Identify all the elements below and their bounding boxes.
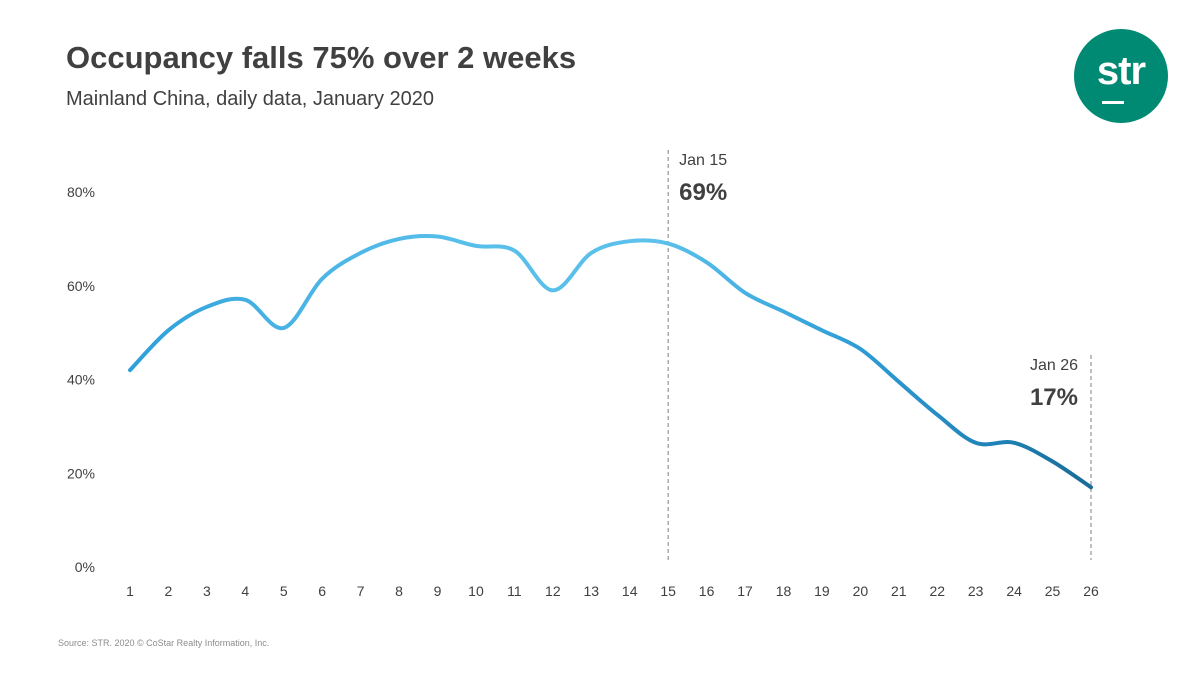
data-point xyxy=(820,328,824,332)
y-tick-label: 60% xyxy=(67,278,95,294)
annotations: Jan 15 69% Jan 26 17% xyxy=(667,150,1092,560)
x-tick-label: 12 xyxy=(545,583,561,599)
data-point xyxy=(359,251,363,255)
data-point xyxy=(397,237,401,241)
logo-text: str xyxy=(1096,49,1146,93)
x-tick-label: 20 xyxy=(853,583,869,599)
data-point xyxy=(551,288,555,292)
y-tick-label: 40% xyxy=(67,372,95,388)
data-point xyxy=(320,277,324,281)
annotation-date-label: Jan 26 xyxy=(1030,357,1078,374)
x-tick-label: 13 xyxy=(583,583,599,599)
x-tick-label: 5 xyxy=(280,583,288,599)
data-point xyxy=(743,291,747,295)
annotation-value-label: 17% xyxy=(1030,384,1078,411)
annotation-value-label: 69% xyxy=(679,179,727,206)
y-tick-label: 80% xyxy=(67,184,95,200)
data-point xyxy=(243,298,247,302)
x-tick-label: 18 xyxy=(776,583,792,599)
x-tick-label: 15 xyxy=(660,583,676,599)
source-note: Source: STR. 2020 © CoStar Realty Inform… xyxy=(58,638,270,648)
data-point xyxy=(628,239,632,243)
x-tick-label: 1 xyxy=(126,583,134,599)
data-point xyxy=(1051,460,1055,464)
data-point xyxy=(436,235,440,239)
x-tick-label: 16 xyxy=(699,583,715,599)
x-tick-label: 26 xyxy=(1083,583,1099,599)
data-point xyxy=(282,326,286,330)
logo-underline xyxy=(1102,101,1124,104)
x-tick-label: 9 xyxy=(434,583,442,599)
data-point xyxy=(512,249,516,253)
data-point xyxy=(166,328,170,332)
data-point xyxy=(128,368,132,372)
annotation-date-label: Jan 15 xyxy=(679,152,727,169)
x-tick-label: 21 xyxy=(891,583,907,599)
x-tick-label: 10 xyxy=(468,583,484,599)
data-point xyxy=(705,260,709,264)
data-point xyxy=(858,347,862,351)
y-tick-label: 20% xyxy=(67,465,95,481)
data-point xyxy=(474,244,478,248)
x-tick-label: 8 xyxy=(395,583,403,599)
data-point xyxy=(666,242,670,246)
chart-title: Occupancy falls 75% over 2 weeks xyxy=(66,40,577,75)
y-tick-label: 0% xyxy=(75,559,95,575)
data-point xyxy=(897,380,901,384)
x-tick-label: 2 xyxy=(165,583,173,599)
x-tick-label: 22 xyxy=(929,583,945,599)
x-tick-label: 6 xyxy=(318,583,326,599)
data-point xyxy=(1089,485,1093,489)
x-tick-label: 4 xyxy=(241,583,249,599)
x-tick-label: 24 xyxy=(1006,583,1022,599)
x-tick-label: 3 xyxy=(203,583,211,599)
str-logo: str xyxy=(1074,29,1168,123)
data-point xyxy=(205,305,209,309)
x-tick-label: 19 xyxy=(814,583,830,599)
data-point xyxy=(589,251,593,255)
data-point xyxy=(935,413,939,417)
data-points xyxy=(128,235,1093,490)
x-tick-label: 11 xyxy=(507,583,522,599)
data-point xyxy=(974,441,978,445)
data-point xyxy=(1012,441,1016,445)
occupancy-series-line xyxy=(128,234,1093,490)
x-tick-label: 23 xyxy=(968,583,984,599)
data-point xyxy=(781,310,785,314)
x-tick-label: 25 xyxy=(1045,583,1061,599)
y-axis: 0% 20% 40% 60% 80% xyxy=(67,184,95,575)
x-tick-label: 7 xyxy=(357,583,365,599)
x-axis: 1 2 3 4 5 6 7 8 9 10 11 12 13 14 15 16 17 18 19 20 21 22 23 24 2… xyxy=(126,583,1099,599)
chart-subtitle: Mainland China, daily data, January 2020 xyxy=(66,88,435,110)
x-tick-label: 14 xyxy=(622,583,638,599)
x-tick-label: 17 xyxy=(737,583,753,599)
